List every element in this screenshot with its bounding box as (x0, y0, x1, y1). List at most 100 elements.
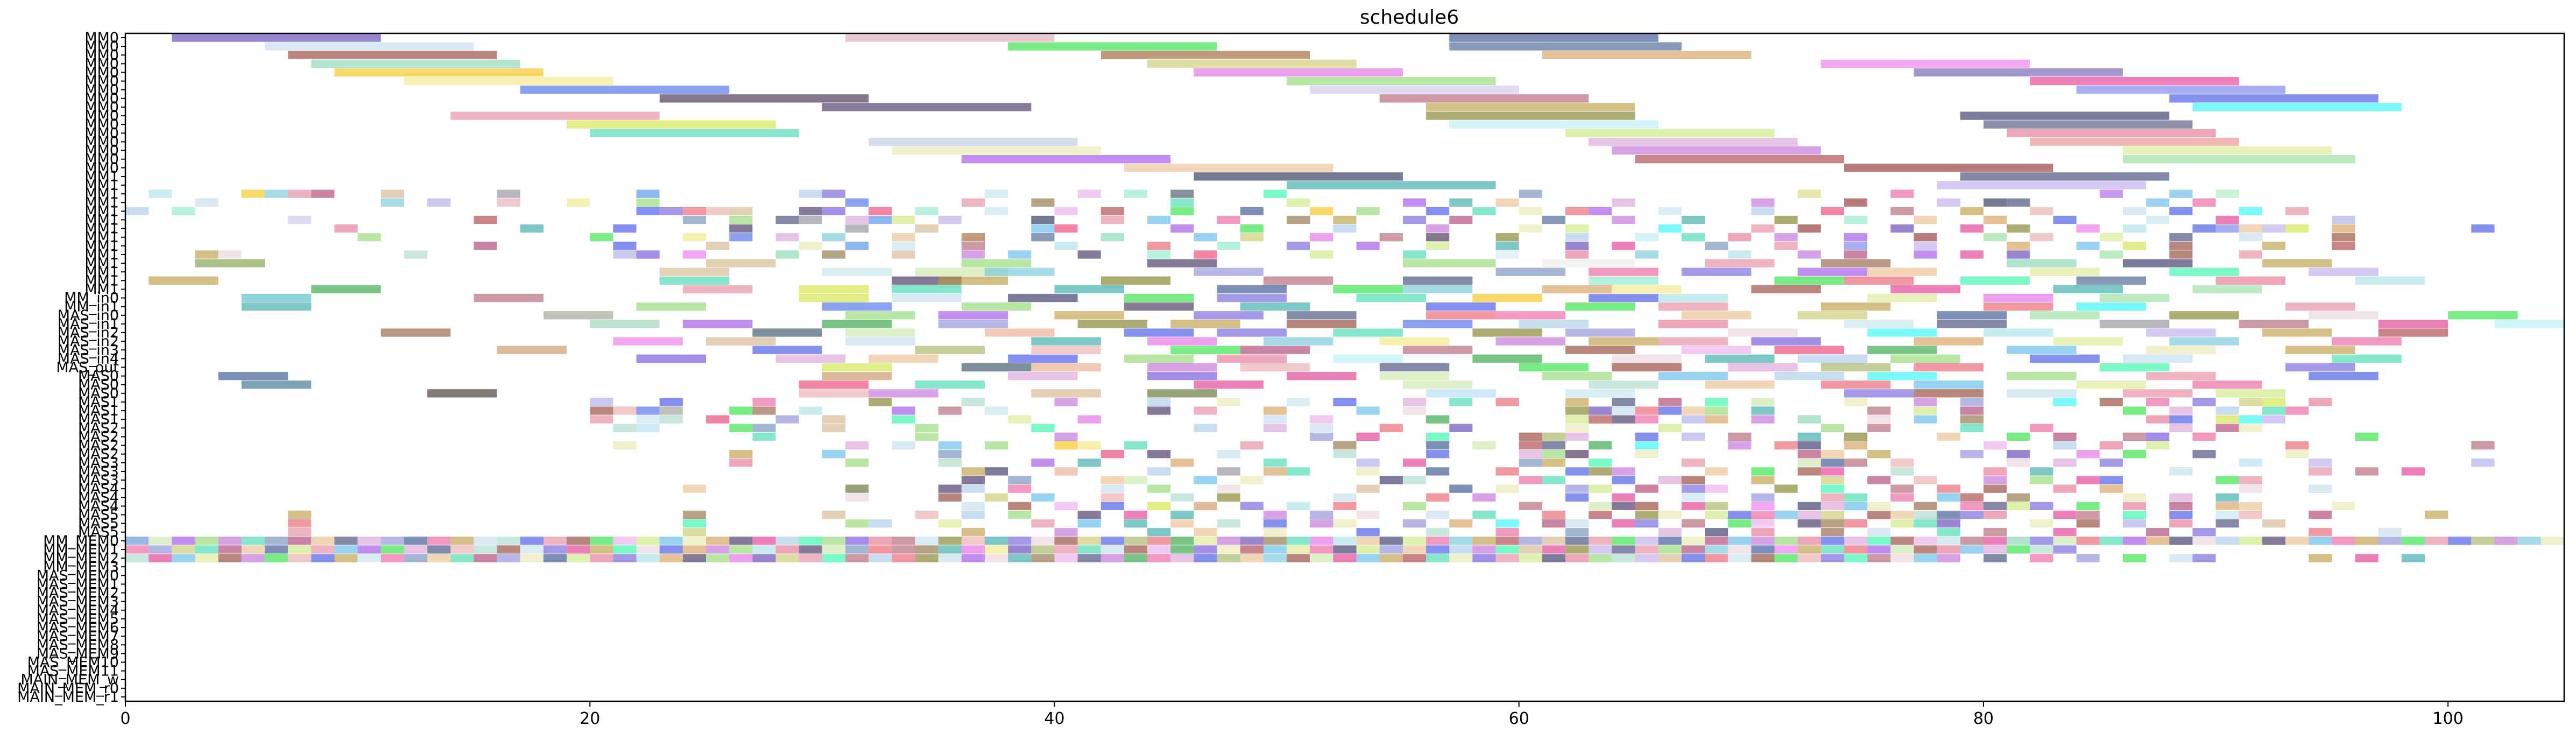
task-bar (1472, 554, 1496, 562)
task-bar (1960, 537, 1984, 545)
task-bar (1728, 554, 1752, 562)
task-bar (1170, 346, 1240, 354)
task-bar (2169, 424, 2193, 432)
y-tick-label: MM1 (84, 212, 119, 229)
task-bar (1914, 380, 1984, 389)
task-bar (1844, 459, 1868, 467)
task-bar (2030, 137, 2239, 146)
task-bar (1820, 545, 1844, 554)
task-bar (775, 354, 846, 363)
task-bar (1449, 537, 1473, 545)
task-bar (1449, 120, 1658, 129)
task-bar (1565, 450, 1589, 459)
task-bar (1310, 432, 1333, 441)
task-bar (1914, 554, 1937, 562)
task-bar (845, 484, 869, 493)
task-bar (590, 398, 613, 406)
task-bar (1820, 207, 1844, 216)
task-bar (1008, 42, 1217, 51)
task-bar (752, 537, 776, 545)
task-bar (1124, 164, 1333, 172)
task-bar (1031, 537, 1055, 545)
task-bar (1495, 528, 1519, 537)
task-bar (1310, 415, 1333, 424)
task-bar (1565, 328, 1635, 337)
task-bar (1008, 415, 1032, 424)
task-bar (1774, 545, 1798, 554)
chart-title: schedule6 (1360, 6, 1459, 29)
task-bar (2169, 493, 2193, 502)
task-bar (1589, 267, 1658, 276)
task-bar (520, 86, 730, 94)
task-bar (1565, 233, 1589, 242)
task-bar (1472, 207, 1496, 216)
task-bar (1240, 346, 1310, 354)
task-bar (1914, 389, 1984, 398)
task-bar (543, 545, 567, 554)
task-bar (334, 224, 358, 233)
task-bar (1797, 537, 1821, 545)
task-bar (1612, 198, 1635, 207)
task-bar (2007, 371, 2077, 380)
task-bar (1983, 476, 2007, 484)
task-bar (775, 215, 799, 224)
task-bar (869, 398, 892, 406)
task-bar (613, 441, 637, 450)
task-bar (1519, 545, 1542, 554)
task-bar (1217, 484, 1240, 493)
task-bar (869, 137, 1078, 146)
task-bar (1402, 554, 1427, 562)
y-tick-label: MM0 (84, 30, 119, 46)
task-bar (1194, 545, 1217, 554)
task-bar (2332, 354, 2402, 363)
task-bar (1472, 493, 1496, 502)
task-bar (1820, 59, 2030, 68)
task-bar (1820, 424, 1844, 432)
x-axis: 0 20 40 60 80 100 (120, 701, 2464, 728)
task-bar (659, 554, 683, 562)
task-bar (1333, 224, 1357, 233)
task-bar (1333, 215, 1357, 224)
task-bar (984, 554, 1008, 562)
task-bar (2215, 424, 2239, 432)
task-bar (2262, 415, 2286, 424)
task-bar (1844, 389, 1914, 398)
task-bar (1100, 276, 1171, 285)
task-bar (659, 94, 869, 103)
task-bar (636, 198, 660, 207)
task-bar (1774, 537, 1798, 545)
task-bar (1100, 554, 1124, 562)
task-bar (961, 398, 985, 406)
task-bar (2494, 537, 2518, 545)
task-bar (1728, 545, 1752, 554)
task-bar (822, 320, 892, 328)
task-bar (1147, 371, 1217, 380)
task-bar (1960, 502, 1984, 511)
task-bar (218, 537, 242, 545)
task-bar (1983, 441, 2007, 450)
task-bar (1333, 493, 1357, 502)
task-bar (1797, 267, 1868, 276)
task-bar (149, 545, 172, 554)
task-bar (961, 502, 985, 511)
task-bar (2099, 476, 2123, 484)
task-bar (1402, 198, 1427, 207)
task-bar (1705, 242, 1728, 250)
task-bar (1797, 510, 1821, 519)
task-bar (1240, 207, 1264, 216)
task-bar (892, 242, 915, 250)
task-bar (1820, 484, 1844, 493)
task-bar (1031, 389, 1101, 398)
task-bar (1194, 528, 1217, 537)
task-bar (1194, 172, 1403, 181)
task-bar (915, 432, 938, 441)
task-bar (1589, 441, 1612, 450)
task-bar (1751, 207, 1775, 216)
task-bar (1681, 346, 1752, 354)
task-bar (1426, 528, 1450, 537)
task-bar (1612, 519, 1635, 528)
task-bar (520, 545, 544, 554)
task-bar (1495, 545, 1519, 554)
task-bar (2169, 242, 2193, 250)
